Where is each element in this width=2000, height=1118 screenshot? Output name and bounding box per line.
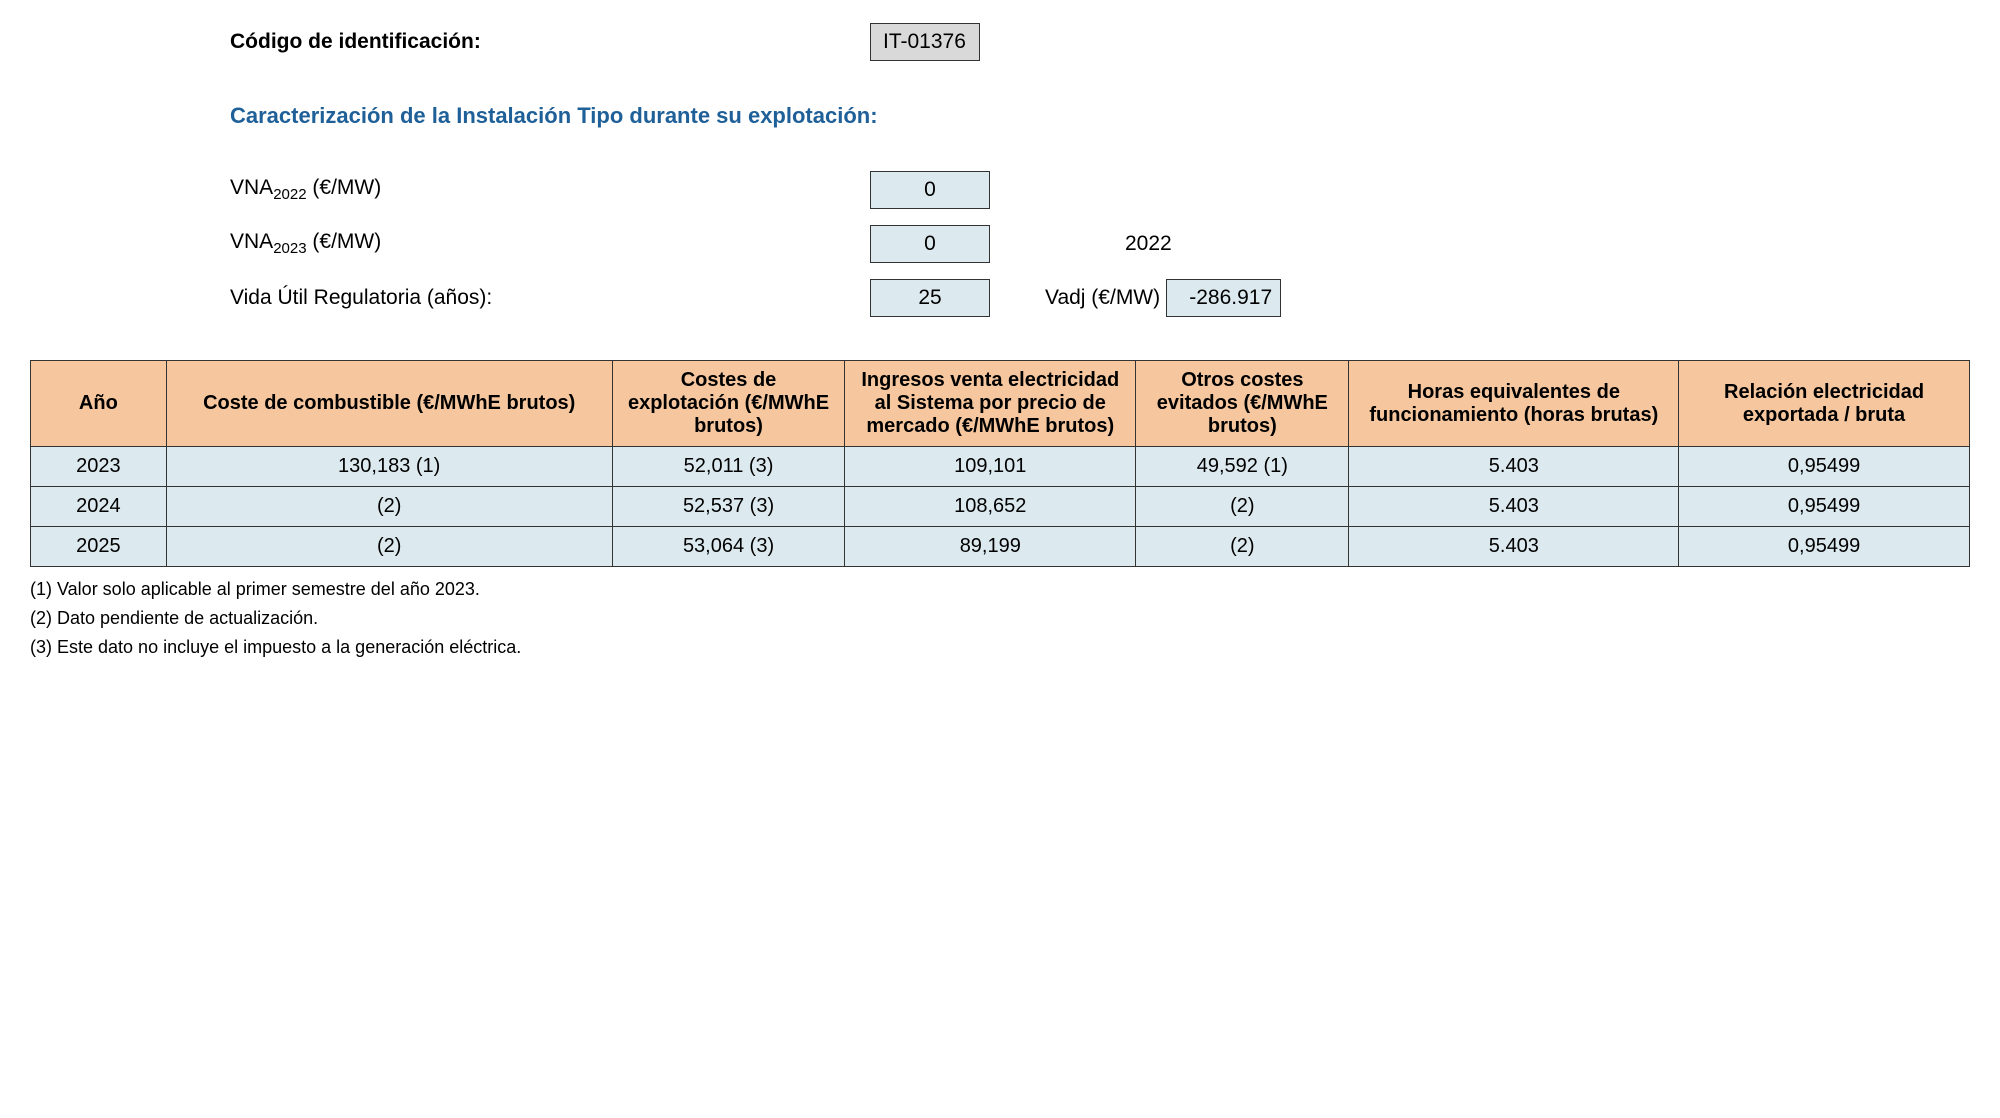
cell: 89,199 — [845, 527, 1136, 567]
cell: 49,592 (1) — [1136, 447, 1349, 487]
cell: 130,183 (1) — [166, 447, 612, 487]
cell: 108,652 — [845, 487, 1136, 527]
col-header: Otros costes evitados (€/MWhE brutos) — [1136, 361, 1349, 447]
cell: 52,537 (3) — [612, 487, 845, 527]
cell: (2) — [1136, 487, 1349, 527]
footnote: (3) Este dato no incluye el impuesto a l… — [30, 637, 1970, 658]
table-row: 2023 130,183 (1) 52,011 (3) 109,101 49,5… — [31, 447, 1970, 487]
table-header-row: Año Coste de combustible (€/MWhE brutos)… — [31, 361, 1970, 447]
vadj-year: 2022 — [1125, 232, 1172, 256]
data-table: Año Coste de combustible (€/MWhE brutos)… — [30, 360, 1970, 567]
cell: 0,95499 — [1679, 527, 1970, 567]
cell: (2) — [166, 527, 612, 567]
footnote: (1) Valor solo aplicable al primer semes… — [30, 579, 1970, 600]
cell: 52,011 (3) — [612, 447, 845, 487]
vna2022-label: VNA2022 (€/MW) — [230, 176, 870, 203]
col-header: Costes de explotación (€/MWhE brutos) — [612, 361, 845, 447]
cell: 53,064 (3) — [612, 527, 845, 567]
id-label: Código de identificación: — [230, 30, 870, 54]
col-header: Ingresos venta electricidad al Sistema p… — [845, 361, 1136, 447]
vna2023-value: 0 — [870, 225, 990, 263]
cell: 2025 — [31, 527, 167, 567]
col-header: Horas equivalentes de funcionamiento (ho… — [1349, 361, 1679, 447]
table-row: 2024 (2) 52,537 (3) 108,652 (2) 5.403 0,… — [31, 487, 1970, 527]
vida-util-label: Vida Útil Regulatoria (años): — [230, 286, 870, 310]
cell: 2024 — [31, 487, 167, 527]
cell: 5.403 — [1349, 487, 1679, 527]
footnote: (2) Dato pendiente de actualización. — [30, 608, 1970, 629]
cell: 0,95499 — [1679, 487, 1970, 527]
vna2023-label: VNA2023 (€/MW) — [230, 230, 870, 257]
cell: 5.403 — [1349, 527, 1679, 567]
vna2022-value: 0 — [870, 171, 990, 209]
vadj-value: -286.917 — [1166, 279, 1281, 317]
cell: 0,95499 — [1679, 447, 1970, 487]
cell: (2) — [1136, 527, 1349, 567]
footnotes: (1) Valor solo aplicable al primer semes… — [30, 579, 1970, 658]
cell: 5.403 — [1349, 447, 1679, 487]
header-section: Código de identificación: IT-01376 Carac… — [230, 20, 1970, 320]
section-title: Caracterización de la Instalación Tipo d… — [230, 103, 878, 129]
cell: (2) — [166, 487, 612, 527]
col-header: Año — [31, 361, 167, 447]
cell: 109,101 — [845, 447, 1136, 487]
col-header: Relación electricidad exportada / bruta — [1679, 361, 1970, 447]
vida-util-value: 25 — [870, 279, 990, 317]
cell: 2023 — [31, 447, 167, 487]
table-row: 2025 (2) 53,064 (3) 89,199 (2) 5.403 0,9… — [31, 527, 1970, 567]
id-value: IT-01376 — [870, 23, 980, 61]
vadj-label: Vadj (€/MW) — [1045, 286, 1160, 310]
col-header: Coste de combustible (€/MWhE brutos) — [166, 361, 612, 447]
